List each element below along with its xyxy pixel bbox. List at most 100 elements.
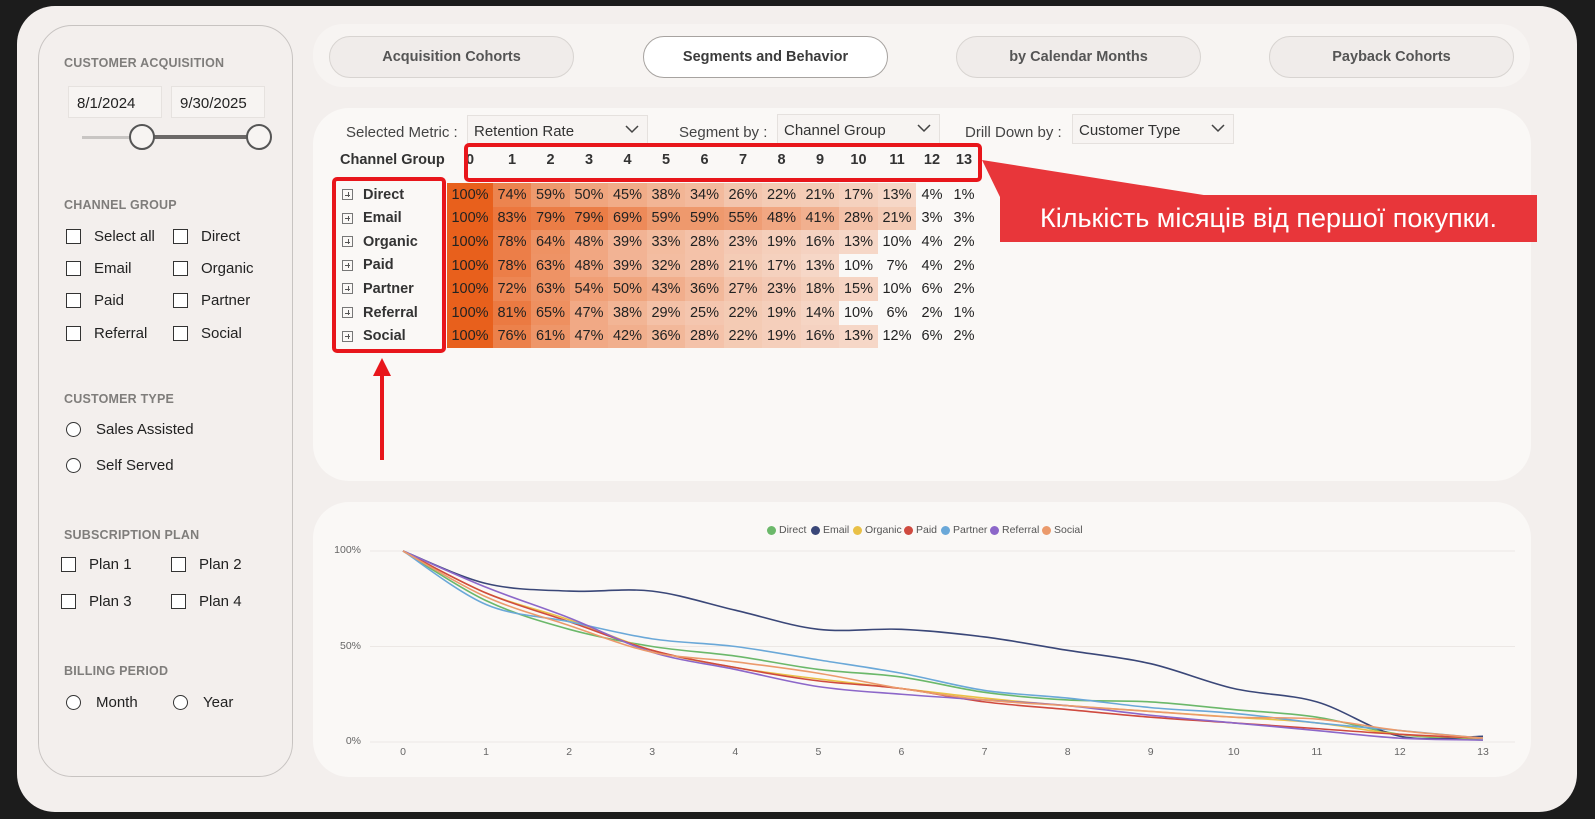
- matrix-cell: 72%: [493, 277, 531, 301]
- expand-plus-icon[interactable]: [342, 283, 353, 295]
- start-date-input[interactable]: 8/1/2024: [68, 86, 162, 118]
- legend-item-partner[interactable]: Partner: [941, 524, 987, 536]
- matrix-cell: 39%: [608, 230, 647, 254]
- metric-dropdown-value: Retention Rate: [474, 123, 575, 140]
- plan-option-4[interactable]: Plan 4: [171, 593, 242, 610]
- matrix-cell: 48%: [570, 253, 608, 278]
- option-label: Referral: [94, 325, 148, 342]
- matrix-cell: 16%: [801, 324, 839, 349]
- expand-plus-icon[interactable]: [342, 259, 353, 271]
- month-columns-highlight: [464, 143, 982, 182]
- tab-segments-and-behavior[interactable]: Segments and Behavior: [643, 36, 888, 78]
- matrix-cell: 79%: [570, 206, 608, 231]
- legend-label: Partner: [953, 524, 988, 536]
- legend-label: Direct: [779, 524, 807, 536]
- option-label: Partner: [201, 292, 251, 309]
- matrix-cell: 28%: [685, 253, 724, 278]
- channel-option-direct[interactable]: Direct: [173, 228, 240, 245]
- channel-option-email[interactable]: Email: [66, 260, 132, 277]
- option-label: Social: [201, 325, 242, 342]
- matrix-cell: 45%: [608, 183, 647, 207]
- expand-plus-icon[interactable]: [342, 307, 353, 318]
- matrix-row-partner[interactable]: Partner: [342, 277, 414, 300]
- matrix-cell: 48%: [570, 230, 608, 254]
- matrix-row-email[interactable]: Email: [342, 207, 402, 230]
- checkbox-icon: [66, 261, 81, 276]
- matrix-cell: 17%: [762, 253, 801, 278]
- x-tick-label: 4: [732, 746, 739, 758]
- radio-icon: [66, 458, 81, 473]
- channel-option-select-all[interactable]: Select all: [66, 228, 155, 245]
- metric-dropdown[interactable]: Retention Rate: [467, 115, 648, 145]
- segment-dropdown[interactable]: Channel Group: [777, 114, 940, 144]
- matrix-column-header: 9: [815, 152, 825, 168]
- billing-option-month[interactable]: Month: [66, 694, 138, 711]
- legend-item-paid[interactable]: Paid: [904, 524, 937, 536]
- legend-item-email[interactable]: Email: [811, 524, 849, 536]
- tab-acquisition-cohorts[interactable]: Acquisition Cohorts: [329, 36, 574, 78]
- x-tick-label: 2: [566, 746, 573, 758]
- matrix-cell: 10%: [843, 257, 874, 274]
- matrix-cell: 59%: [531, 183, 570, 207]
- matrix-row-label: Social: [363, 328, 406, 345]
- customer-type-self-served[interactable]: Self Served: [66, 457, 174, 474]
- y-tick-label: 50%: [339, 639, 361, 652]
- matrix-row-social[interactable]: Social: [342, 325, 406, 348]
- legend-item-referral[interactable]: Referral: [990, 524, 1039, 536]
- matrix-cell: 10%: [843, 304, 874, 321]
- matrix-cell: 22%: [762, 183, 801, 207]
- matrix-cell: 74%: [493, 183, 531, 207]
- channel-option-social[interactable]: Social: [173, 325, 242, 342]
- legend-item-social[interactable]: Social: [1042, 524, 1083, 536]
- matrix-row-direct[interactable]: Direct: [342, 183, 404, 206]
- matrix-row-label: Referral: [363, 304, 418, 321]
- matrix-cell: 38%: [608, 301, 647, 325]
- legend-item-organic[interactable]: Organic: [853, 524, 902, 536]
- legend-item-direct[interactable]: Direct: [767, 524, 806, 536]
- option-label: Email: [94, 260, 132, 277]
- expand-plus-icon[interactable]: [342, 212, 353, 224]
- matrix-cell: 19%: [762, 324, 801, 349]
- matrix-row-label: Email: [363, 210, 402, 227]
- expand-plus-icon[interactable]: [342, 330, 353, 342]
- legend-dot-icon: [1042, 525, 1051, 535]
- channel-group-title: CHANNEL GROUP: [64, 198, 177, 212]
- matrix-cell: 64%: [531, 230, 570, 254]
- drill-down-dropdown[interactable]: Customer Type: [1072, 114, 1234, 144]
- matrix-row-header: Channel Group: [340, 152, 445, 168]
- matrix-row-paid[interactable]: Paid: [342, 254, 394, 277]
- date-slider-end-handle[interactable]: [246, 124, 272, 150]
- end-date-input[interactable]: 9/30/2025: [171, 86, 265, 118]
- matrix-cell: 59%: [647, 206, 685, 231]
- option-label: Plan 4: [199, 593, 242, 610]
- channel-option-organic[interactable]: Organic: [173, 260, 254, 277]
- matrix-cell: 78%: [493, 230, 531, 254]
- matrix-cell: 83%: [493, 206, 531, 231]
- matrix-cell: 4%: [921, 186, 943, 203]
- expand-plus-icon[interactable]: [342, 189, 353, 200]
- channel-option-paid[interactable]: Paid: [66, 292, 124, 309]
- matrix-cell: 32%: [647, 253, 685, 278]
- plan-option-1[interactable]: Plan 1: [61, 556, 132, 573]
- tab-by-calendar-months[interactable]: by Calendar Months: [956, 36, 1201, 78]
- tab-payback-cohorts[interactable]: Payback Cohorts: [1269, 36, 1514, 78]
- checkbox-icon: [61, 594, 76, 609]
- x-tick-label: 11: [1311, 746, 1323, 758]
- matrix-row-referral[interactable]: Referral: [342, 301, 418, 324]
- customer-type-sales-assisted[interactable]: Sales Assisted: [66, 421, 194, 438]
- plan-option-2[interactable]: Plan 2: [171, 556, 242, 573]
- matrix-column-header: 1: [507, 152, 517, 168]
- billing-option-year[interactable]: Year: [173, 694, 233, 711]
- matrix-cell: 28%: [685, 324, 724, 349]
- legend-label: Email: [823, 524, 850, 536]
- plan-option-3[interactable]: Plan 3: [61, 593, 132, 610]
- date-slider-start-handle[interactable]: [129, 124, 155, 150]
- checkbox-icon: [173, 326, 188, 341]
- matrix-row-organic[interactable]: Organic: [342, 230, 418, 253]
- option-label: Year: [203, 694, 234, 711]
- channel-option-partner[interactable]: Partner: [173, 292, 250, 309]
- channel-option-referral[interactable]: Referral: [66, 325, 147, 342]
- checkbox-icon: [173, 293, 188, 308]
- checkbox-icon: [171, 594, 186, 609]
- expand-plus-icon[interactable]: [342, 236, 353, 248]
